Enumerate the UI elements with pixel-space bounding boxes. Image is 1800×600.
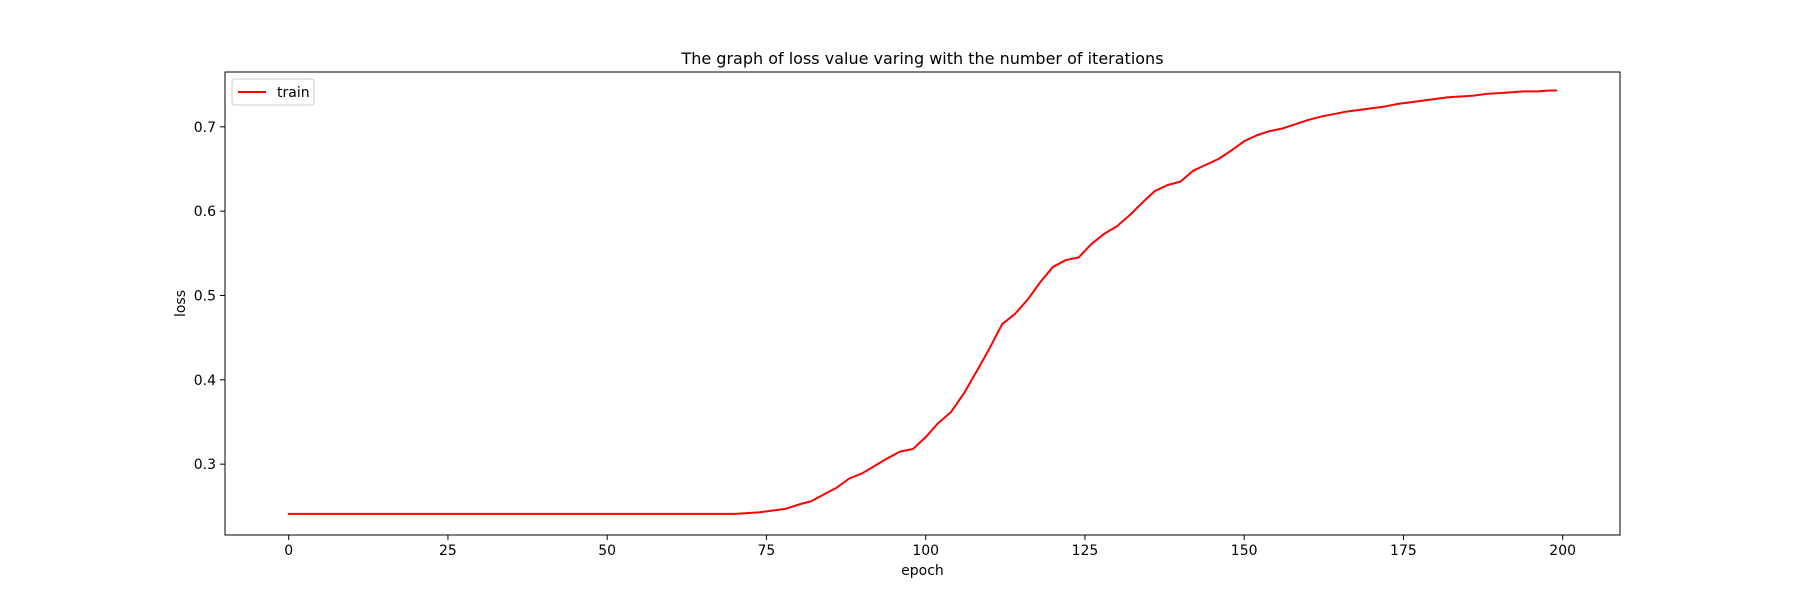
y-axis-ticks: 0.3 0.4 0.5 0.6 0.7	[194, 120, 225, 473]
y-tick-label: 0.7	[194, 120, 216, 136]
x-tick-label: 100	[912, 543, 939, 559]
y-tick-label: 0.5	[194, 288, 216, 304]
y-tick-label: 0.6	[194, 204, 216, 220]
y-axis-label: loss	[173, 290, 189, 317]
legend: train	[231, 78, 315, 106]
x-tick-label: 50	[598, 543, 616, 559]
series-layer	[287, 89, 1558, 515]
x-axis-ticks: 0 25 50 75 100 125 150 175 200	[284, 535, 1576, 559]
x-tick-label: 150	[1231, 543, 1258, 559]
series-line-train	[287, 89, 1558, 515]
x-tick-label: 200	[1549, 543, 1576, 559]
plot-area	[225, 72, 1620, 535]
x-tick-label: 25	[439, 543, 457, 559]
legend-box	[231, 78, 315, 106]
y-tick-label: 0.3	[194, 457, 216, 473]
x-tick-label: 125	[1072, 543, 1099, 559]
legend-label-train: train	[277, 85, 310, 101]
y-tick-label: 0.4	[194, 373, 216, 389]
chart-title: The graph of loss value varing with the …	[680, 49, 1163, 68]
x-tick-label: 75	[758, 543, 776, 559]
x-tick-label: 175	[1390, 543, 1417, 559]
x-tick-label: 0	[284, 543, 293, 559]
plot-frame	[224, 71, 1621, 536]
x-axis-label: epoch	[901, 563, 944, 579]
